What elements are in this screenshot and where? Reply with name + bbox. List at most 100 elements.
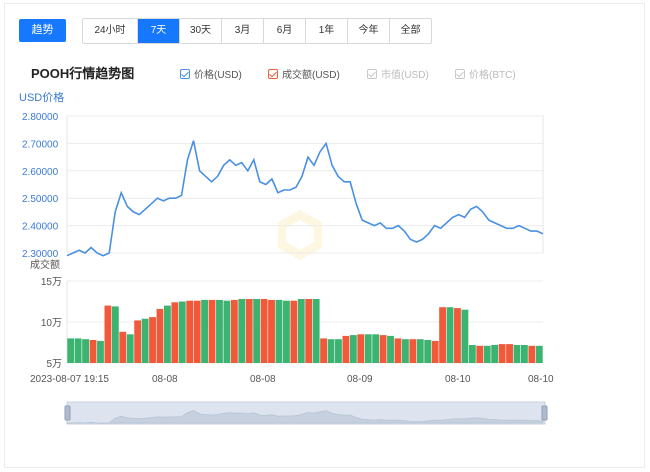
volume-bar: [342, 335, 350, 363]
volume-bar: [141, 318, 149, 363]
volume-bar: [208, 299, 216, 363]
volume-bar: [357, 334, 365, 363]
volume-bar: [431, 340, 439, 363]
volume-bar: [476, 345, 484, 363]
volume-bar: [119, 331, 127, 363]
volume-bar: [186, 300, 194, 363]
x-tick-label: 08-10: [528, 374, 554, 385]
watermark-logo: [278, 210, 322, 260]
legend-label: 价格(USD): [194, 70, 242, 81]
volume-bar: [238, 299, 246, 363]
tab-7d[interactable]: 7天: [137, 19, 179, 43]
tab-all[interactable]: 全部: [389, 19, 431, 43]
volume-bar: [439, 307, 447, 363]
volume-bar: [491, 345, 499, 363]
price-tick-label: 2.60000: [22, 167, 59, 178]
volume-bar: [163, 305, 171, 363]
volume-bar: [335, 339, 342, 363]
legend-label: 市值(USD): [381, 70, 429, 81]
volume-bar: [401, 339, 409, 363]
volume-bar: [468, 345, 476, 363]
x-tick-label: 08-09: [347, 374, 373, 385]
price-tick-label: 2.30000: [22, 249, 59, 260]
volume-bar: [216, 299, 223, 363]
volume-bar: [424, 340, 432, 363]
legend-label: 成交额(USD): [282, 70, 340, 81]
x-tick-label: 2023-08-07 19:15: [30, 374, 109, 385]
volume-bar: [223, 300, 231, 363]
tab-1y[interactable]: 1年: [305, 19, 347, 43]
volume-bar: [312, 299, 320, 363]
volume-bar: [82, 339, 90, 363]
zoom-left-handle[interactable]: [64, 405, 71, 421]
volume-bar: [513, 345, 521, 363]
volume-bar: [520, 345, 528, 363]
volume-bar: [67, 338, 75, 363]
volume-bar: [394, 338, 402, 363]
volume-bar: [387, 335, 394, 363]
volume-bar: [89, 340, 97, 363]
volume-bar: [178, 301, 186, 363]
data-zoom-slider[interactable]: [64, 401, 548, 425]
trend-button[interactable]: 趋势: [19, 19, 66, 42]
volume-bar: [498, 344, 506, 363]
volume-bar: [275, 299, 283, 363]
tab-ytd[interactable]: 今年: [347, 19, 389, 43]
tab-30d[interactable]: 30天: [179, 19, 221, 43]
volume-bar: [320, 338, 328, 363]
volume-bar: [409, 339, 417, 363]
volume-bar: [290, 300, 298, 363]
volume-bar: [253, 299, 261, 363]
volume-bar: [268, 299, 275, 363]
volume-bar: [372, 334, 380, 363]
volume-axis-title: 成交额: [30, 258, 60, 271]
volume-bar: [454, 308, 461, 363]
checkbox-checked-icon[interactable]: [180, 68, 190, 79]
volume-bar: [230, 299, 238, 363]
x-tick-label: 08-08: [152, 374, 178, 385]
tab-24h[interactable]: 24小时: [83, 19, 137, 43]
volume-tick-label: 5万: [46, 359, 62, 370]
volume-bar: [111, 306, 119, 363]
checkbox-unchecked-icon[interactable]: [455, 68, 465, 79]
chart-title: POOH行情趋势图: [31, 66, 135, 81]
volume-bar: [74, 338, 82, 363]
volume-bar: [364, 334, 372, 363]
volume-bar: [446, 307, 454, 363]
tab-6m[interactable]: 6月: [263, 19, 305, 43]
volume-bar: [535, 345, 543, 363]
volume-bar: [260, 299, 268, 363]
volume-bar: [506, 344, 513, 363]
legend-marketcap-usd[interactable]: 市值(USD): [367, 66, 429, 81]
volume-bar: [201, 299, 209, 363]
zoom-preview-area: [66, 410, 544, 424]
volume-bar: [282, 300, 290, 363]
volume-bar: [461, 309, 469, 363]
legend-price-usd[interactable]: 价格(USD): [180, 66, 242, 81]
price-tick-label: 2.40000: [22, 222, 59, 233]
checkbox-checked-icon[interactable]: [268, 68, 278, 79]
volume-bar: [327, 339, 335, 363]
time-range-tabs: 24小时 7天 30天 3月 6月 1年 今年 全部: [82, 18, 432, 44]
x-tick-label: 08-08: [250, 374, 276, 385]
price-line: [66, 140, 544, 257]
x-tick-label: 08-10: [445, 374, 471, 385]
legend-label: 价格(BTC): [469, 70, 516, 81]
zoom-right-handle[interactable]: [541, 405, 548, 421]
price-axis-title: USD价格: [19, 90, 64, 104]
legend-price-btc[interactable]: 价格(BTC): [455, 66, 516, 81]
volume-bar: [149, 317, 156, 363]
tab-3m[interactable]: 3月: [221, 19, 263, 43]
volume-bar: [126, 334, 134, 363]
checkbox-unchecked-icon[interactable]: [367, 68, 377, 79]
volume-tick-label: 15万: [41, 277, 62, 288]
volume-bar: [134, 320, 142, 363]
volume-bar: [297, 299, 305, 363]
legend-volume-usd[interactable]: 成交额(USD): [268, 66, 340, 81]
volume-bar: [379, 335, 387, 363]
volume-bar: [97, 340, 104, 363]
price-tick-label: 2.80000: [22, 112, 59, 123]
volume-bar: [349, 335, 357, 363]
volume-bar: [193, 300, 201, 363]
